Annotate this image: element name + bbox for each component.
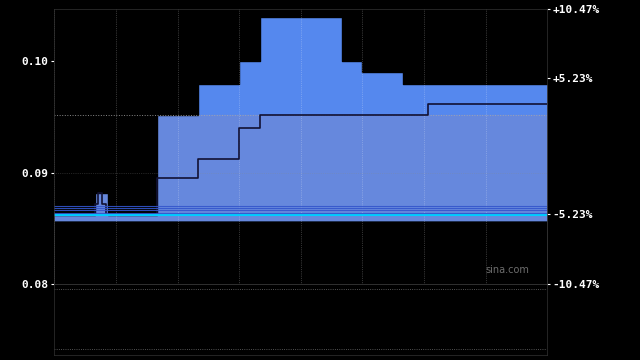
Text: sina.com: sina.com <box>486 265 529 275</box>
